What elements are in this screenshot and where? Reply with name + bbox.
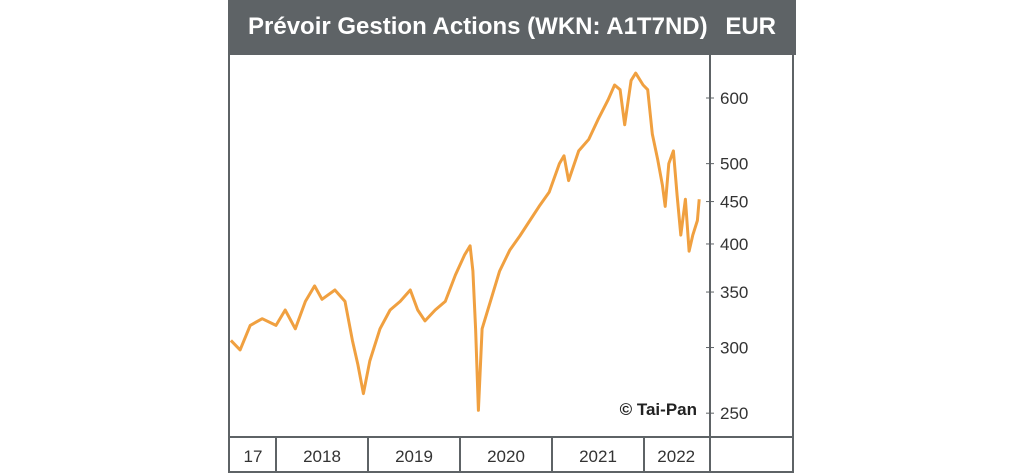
price-line [229, 71, 701, 412]
x-tick-label: 2019 [395, 447, 433, 466]
chart-header: Prévoir Gestion Actions (WKN: A1T7ND) EU… [228, 0, 796, 55]
x-tick-label: 2021 [579, 447, 617, 466]
copyright-label: © Tai-Pan [620, 400, 697, 419]
x-tick-label: 2020 [487, 447, 525, 466]
y-tick-label: 500 [720, 155, 748, 174]
y-tick-label: 400 [720, 235, 748, 254]
y-tick-label: 450 [720, 193, 748, 212]
x-tick-label: 2022 [657, 447, 695, 466]
y-tick-label: 350 [720, 283, 748, 302]
x-tick-label: 2018 [303, 447, 341, 466]
y-tick-label: 300 [720, 339, 748, 358]
x-tick-label: 17 [244, 447, 263, 466]
y-tick-label: 600 [720, 89, 748, 108]
y-tick-label: 250 [720, 404, 748, 423]
currency-unit: EUR [725, 13, 776, 40]
chart-title: Prévoir Gestion Actions (WKN: A1T7ND) [248, 13, 708, 40]
